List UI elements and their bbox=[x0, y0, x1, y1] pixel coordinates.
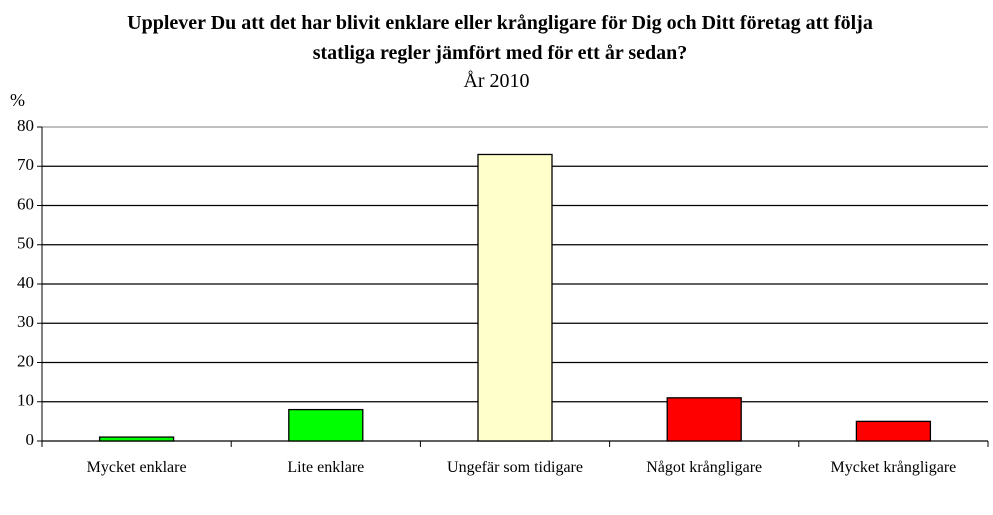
bar bbox=[666, 397, 742, 442]
chart-subtitle: År 2010 bbox=[463, 70, 530, 92]
bar bbox=[288, 408, 364, 442]
x-tick-label: Ungefär som tidigare bbox=[447, 459, 583, 476]
bar bbox=[477, 153, 553, 442]
y-axis-label: % bbox=[10, 90, 25, 110]
x-tick-label: Mycket enklare bbox=[86, 459, 187, 476]
x-tick-label: Lite enklare bbox=[287, 459, 365, 476]
y-tick-label: 0 bbox=[26, 430, 35, 449]
y-tick-label: 30 bbox=[17, 312, 34, 331]
bar bbox=[98, 436, 175, 442]
y-tick-label: 10 bbox=[17, 391, 34, 410]
bar bbox=[855, 420, 932, 442]
x-tick-label: Mycket krångligare bbox=[830, 459, 957, 476]
y-tick-label: 20 bbox=[17, 351, 34, 370]
x-tick-label: Något krångligare bbox=[646, 459, 763, 476]
y-tick-label: 60 bbox=[17, 194, 34, 213]
chart-title: Upplever Du att det har blivit enklare e… bbox=[127, 12, 873, 64]
y-tick-label: 40 bbox=[17, 273, 34, 292]
y-tick-label: 50 bbox=[17, 234, 34, 253]
y-tick-label: 80 bbox=[17, 116, 34, 135]
y-tick-label: 70 bbox=[17, 155, 34, 174]
